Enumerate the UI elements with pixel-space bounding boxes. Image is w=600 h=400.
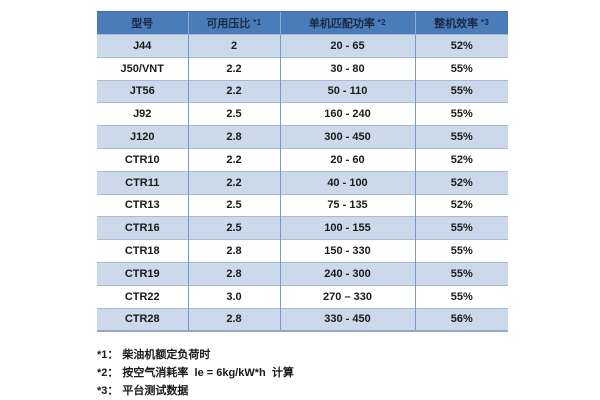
cell-model: CTR28 (97, 307, 188, 332)
turbocharger-spec-table: 型号 可用压比 *1 单机匹配功率 *2 整机效率 *3 J44 2 20 - 65 52%… (97, 11, 508, 332)
table-body: J44 2 20 - 65 52% J50/VNT 2.2 30 - 80 55% JT56 2.… (97, 34, 508, 332)
footnote-line: *2： 按空气消耗率 le = 6kg/kW*h 计算 (97, 364, 294, 382)
cell-efficiency: 55% (414, 216, 508, 240)
table-row: J44 2 20 - 65 52% (97, 34, 508, 58)
table-row: CTR10 2.2 20 - 60 52% (97, 147, 508, 172)
column-header-2: 单机匹配功率 *2 (279, 11, 415, 35)
cell-model: JT56 (97, 79, 188, 103)
footnotes: *1： 柴油机额定负荷时 *2： 按空气消耗率 le = 6kg/kW*h 计算 *3：… (97, 346, 294, 400)
cell-efficiency: 55% (414, 239, 508, 263)
column-header-label: 可用压比 (206, 18, 251, 30)
cell-model: J120 (97, 125, 188, 149)
footnote-text: 柴油机额定负荷时 (122, 349, 211, 361)
column-header-0: 型号 (97, 11, 188, 35)
cell-pressure-ratio: 2.8 (187, 125, 280, 149)
cell-pressure-ratio: 2.2 (187, 79, 280, 103)
footnote-marker: *2： (97, 367, 119, 379)
cell-power-range: 20 - 65 (279, 34, 415, 58)
cell-efficiency: 55% (414, 79, 508, 103)
cell-efficiency: 55% (414, 56, 508, 81)
cell-pressure-ratio: 2.8 (187, 239, 280, 263)
cell-model: CTR19 (97, 261, 188, 286)
cell-pressure-ratio: 2.2 (187, 56, 280, 81)
cell-model: CTR16 (97, 216, 188, 240)
cell-efficiency: 52% (414, 170, 508, 195)
column-header-1: 可用压比 *1 (187, 11, 280, 35)
table-row: CTR11 2.2 40 - 100 52% (97, 170, 508, 195)
cell-efficiency: 55% (414, 125, 508, 149)
column-header-label: 整机效率 (434, 18, 479, 30)
column-header-label: 单机匹配功率 (308, 18, 375, 30)
cell-power-range: 75 - 135 (279, 193, 415, 217)
footnote-marker: *1： (97, 349, 119, 361)
cell-efficiency: 55% (414, 261, 508, 286)
cell-model: J50/VNT (97, 56, 188, 81)
cell-pressure-ratio: 2.5 (187, 216, 280, 240)
table-row: CTR22 3.0 270 – 330 55% (97, 284, 508, 309)
cell-model: CTR18 (97, 239, 188, 263)
table-row: J120 2.8 300 - 450 55% (97, 125, 508, 149)
footnote-marker-superscript: *1 (250, 18, 262, 27)
footnote-line: *3： 平台测试数据 (97, 382, 294, 400)
cell-model: CTR22 (97, 284, 188, 309)
column-header-label: 型号 (131, 18, 154, 30)
cell-pressure-ratio: 2.8 (187, 261, 280, 286)
table-row: CTR28 2.8 330 - 450 56% (97, 307, 508, 332)
footnote-text: 平台测试数据 (122, 385, 189, 397)
cell-efficiency: 52% (414, 193, 508, 217)
footnote-marker-superscript: *2 (374, 18, 387, 27)
cell-efficiency: 55% (414, 102, 508, 126)
table-row: CTR18 2.8 150 - 330 55% (97, 239, 508, 263)
table-header: 型号 可用压比 *1 单机匹配功率 *2 整机效率 *3 (97, 11, 508, 35)
cell-pressure-ratio: 2 (187, 34, 280, 58)
cell-power-range: 150 - 330 (279, 239, 415, 263)
cell-power-range: 100 - 155 (279, 216, 415, 240)
cell-efficiency: 52% (414, 34, 508, 58)
cell-model: J92 (97, 102, 188, 126)
cell-pressure-ratio: 2.2 (187, 147, 280, 172)
cell-model: CTR11 (97, 170, 188, 195)
cell-power-range: 160 - 240 (279, 102, 415, 126)
cell-power-range: 30 - 80 (279, 56, 415, 81)
cell-power-range: 20 - 60 (279, 147, 415, 172)
cell-model: CTR10 (97, 147, 188, 172)
cell-power-range: 270 – 330 (279, 284, 415, 309)
footnote-text: 按空气消耗率 le = 6kg/kW*h 计算 (122, 367, 294, 379)
table-row: JT56 2.2 50 - 110 55% (97, 79, 508, 103)
cell-pressure-ratio: 2.5 (187, 102, 280, 126)
cell-model: CTR13 (97, 193, 188, 217)
cell-power-range: 300 - 450 (279, 125, 415, 149)
spec-table-container: 型号 可用压比 *1 单机匹配功率 *2 整机效率 *3 J44 2 20 - 65 52%… (97, 11, 508, 332)
cell-power-range: 50 - 110 (279, 79, 415, 103)
table-row: CTR16 2.5 100 - 155 55% (97, 216, 508, 240)
cell-pressure-ratio: 2.5 (187, 193, 280, 217)
cell-efficiency: 52% (414, 147, 508, 172)
cell-power-range: 240 - 300 (279, 261, 415, 286)
table-row: CTR19 2.8 240 - 300 55% (97, 261, 508, 286)
table-row: J92 2.5 160 - 240 55% (97, 102, 508, 126)
cell-efficiency: 55% (414, 284, 508, 309)
cell-efficiency: 56% (414, 307, 508, 332)
cell-pressure-ratio: 2.2 (187, 170, 280, 195)
footnote-marker-superscript: *3 (478, 18, 490, 27)
table-row: J50/VNT 2.2 30 - 80 55% (97, 56, 508, 81)
cell-model: J44 (97, 34, 188, 58)
column-header-3: 整机效率 *3 (414, 11, 508, 35)
table-row: CTR13 2.5 75 - 135 52% (97, 193, 508, 217)
cell-pressure-ratio: 2.8 (187, 307, 280, 332)
cell-pressure-ratio: 3.0 (187, 284, 280, 309)
footnote-line: *1： 柴油机额定负荷时 (97, 346, 294, 364)
cell-power-range: 330 - 450 (279, 307, 415, 332)
header-row: 型号 可用压比 *1 单机匹配功率 *2 整机效率 *3 (97, 11, 508, 35)
footnote-marker: *3： (97, 385, 119, 397)
cell-power-range: 40 - 100 (279, 170, 415, 195)
